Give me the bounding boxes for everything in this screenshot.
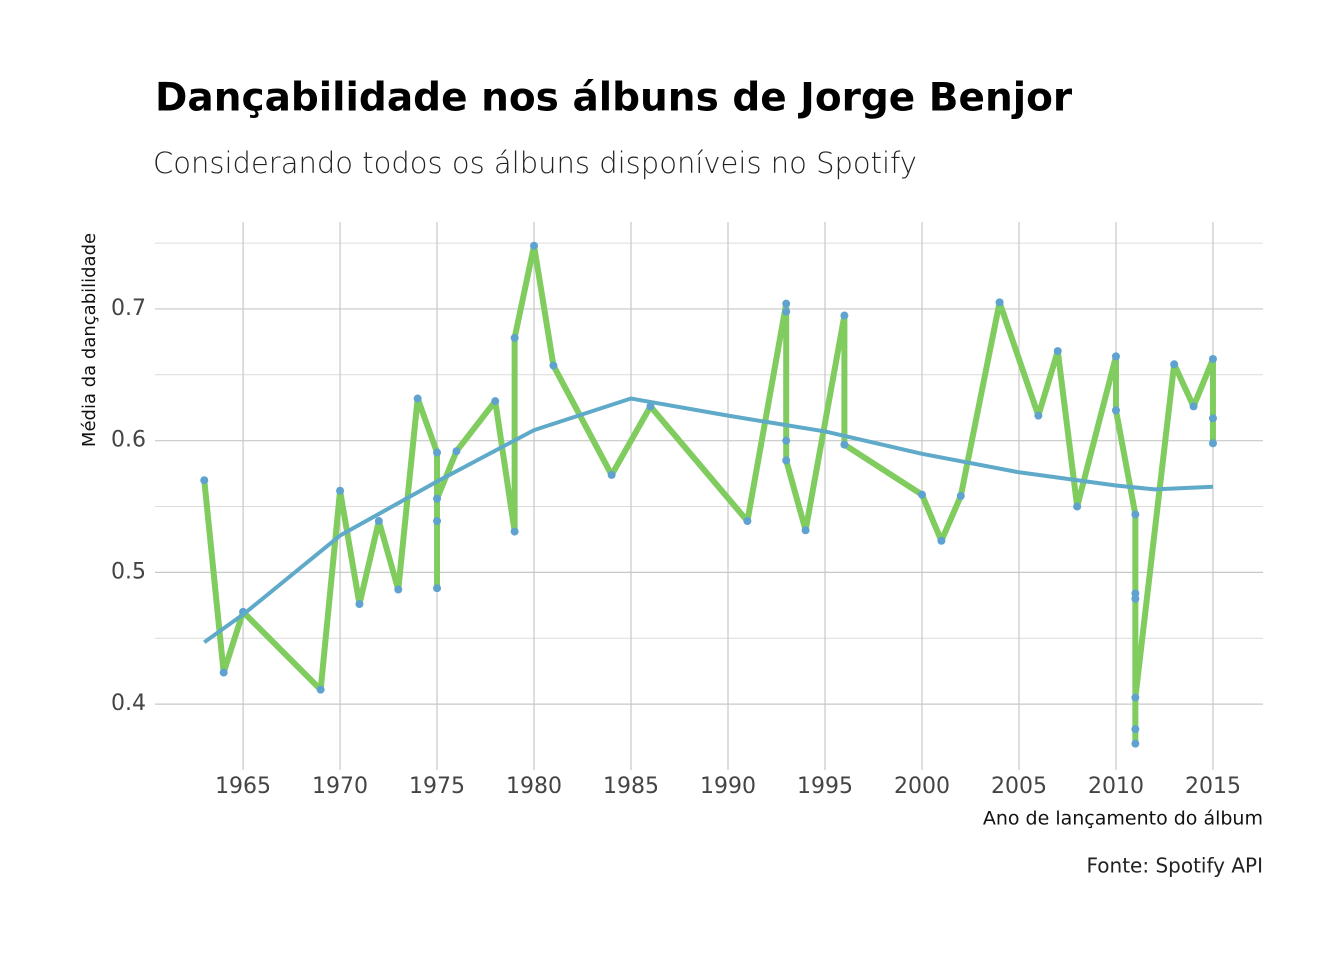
data-point <box>782 299 791 308</box>
data-point <box>607 470 616 479</box>
data-point <box>433 584 442 593</box>
data-point <box>1131 725 1140 734</box>
data-point <box>491 397 500 406</box>
chart-subtitle: Considerando todos os álbuns disponíveis… <box>153 146 917 180</box>
data-point <box>1073 502 1082 511</box>
x-tick-label: 1965 <box>215 774 271 799</box>
data-point <box>1111 352 1120 361</box>
x-tick-label: 2005 <box>991 774 1047 799</box>
x-tick-label: 1975 <box>409 774 465 799</box>
data-point <box>433 448 442 457</box>
data-point <box>433 494 442 503</box>
x-tick-label: 2010 <box>1088 774 1144 799</box>
data-point <box>433 517 442 526</box>
data-point <box>840 311 849 320</box>
data-line <box>201 242 1216 747</box>
source-note: Fonte: Spotify API <box>1087 854 1264 878</box>
data-point <box>355 600 364 609</box>
y-tick-label: 0.6 <box>111 428 146 453</box>
data-point <box>1131 510 1140 519</box>
x-tick-label: 1995 <box>797 774 853 799</box>
data-point <box>1131 693 1140 702</box>
data-point <box>782 307 791 316</box>
data-point <box>530 241 539 250</box>
data-point <box>510 527 519 536</box>
data-point <box>840 440 849 449</box>
chart-title: Dançabilidade nos álbuns de Jorge Benjor <box>155 76 1073 121</box>
y-tick-label: 0.7 <box>111 296 146 321</box>
data-point <box>1131 739 1140 748</box>
data-point <box>1170 360 1179 369</box>
x-tick-label: 2000 <box>894 774 950 799</box>
x-tick-label: 1980 <box>506 774 562 799</box>
data-point <box>413 394 422 403</box>
data-point <box>1111 406 1120 415</box>
data-point <box>452 447 461 456</box>
data-point <box>219 668 228 677</box>
data-point <box>316 685 325 694</box>
data-point <box>1053 347 1062 356</box>
x-tick-label: 2015 <box>1185 774 1241 799</box>
y-tick-label: 0.5 <box>111 559 146 584</box>
data-point <box>510 333 519 342</box>
data-point <box>200 476 209 485</box>
x-axis-label: Ano de lançamento do álbum <box>983 808 1263 830</box>
data-point <box>1208 414 1217 423</box>
data-line <box>203 396 1214 644</box>
data-point <box>1131 594 1140 603</box>
data-point <box>1208 439 1217 448</box>
data-point <box>956 492 965 500</box>
data-point <box>374 517 383 526</box>
data-point <box>801 526 810 535</box>
data-point <box>336 486 345 495</box>
data-point <box>937 536 946 545</box>
data-point <box>1034 411 1043 420</box>
x-tick-label: 1985 <box>603 774 659 799</box>
data-point <box>549 361 558 370</box>
data-point <box>743 517 752 526</box>
x-tick-label: 1970 <box>312 774 368 799</box>
y-tick-label: 0.4 <box>111 691 146 716</box>
y-axis-label: Média da dançabilidade <box>79 233 100 447</box>
data-point <box>1189 402 1198 411</box>
data-point <box>646 402 655 411</box>
x-tick-label: 1990 <box>700 774 756 799</box>
data-point <box>394 585 403 594</box>
data-point <box>917 490 926 499</box>
data-point <box>782 436 791 445</box>
data-point <box>782 456 791 465</box>
data-point <box>1208 355 1217 363</box>
data-point <box>995 298 1004 307</box>
